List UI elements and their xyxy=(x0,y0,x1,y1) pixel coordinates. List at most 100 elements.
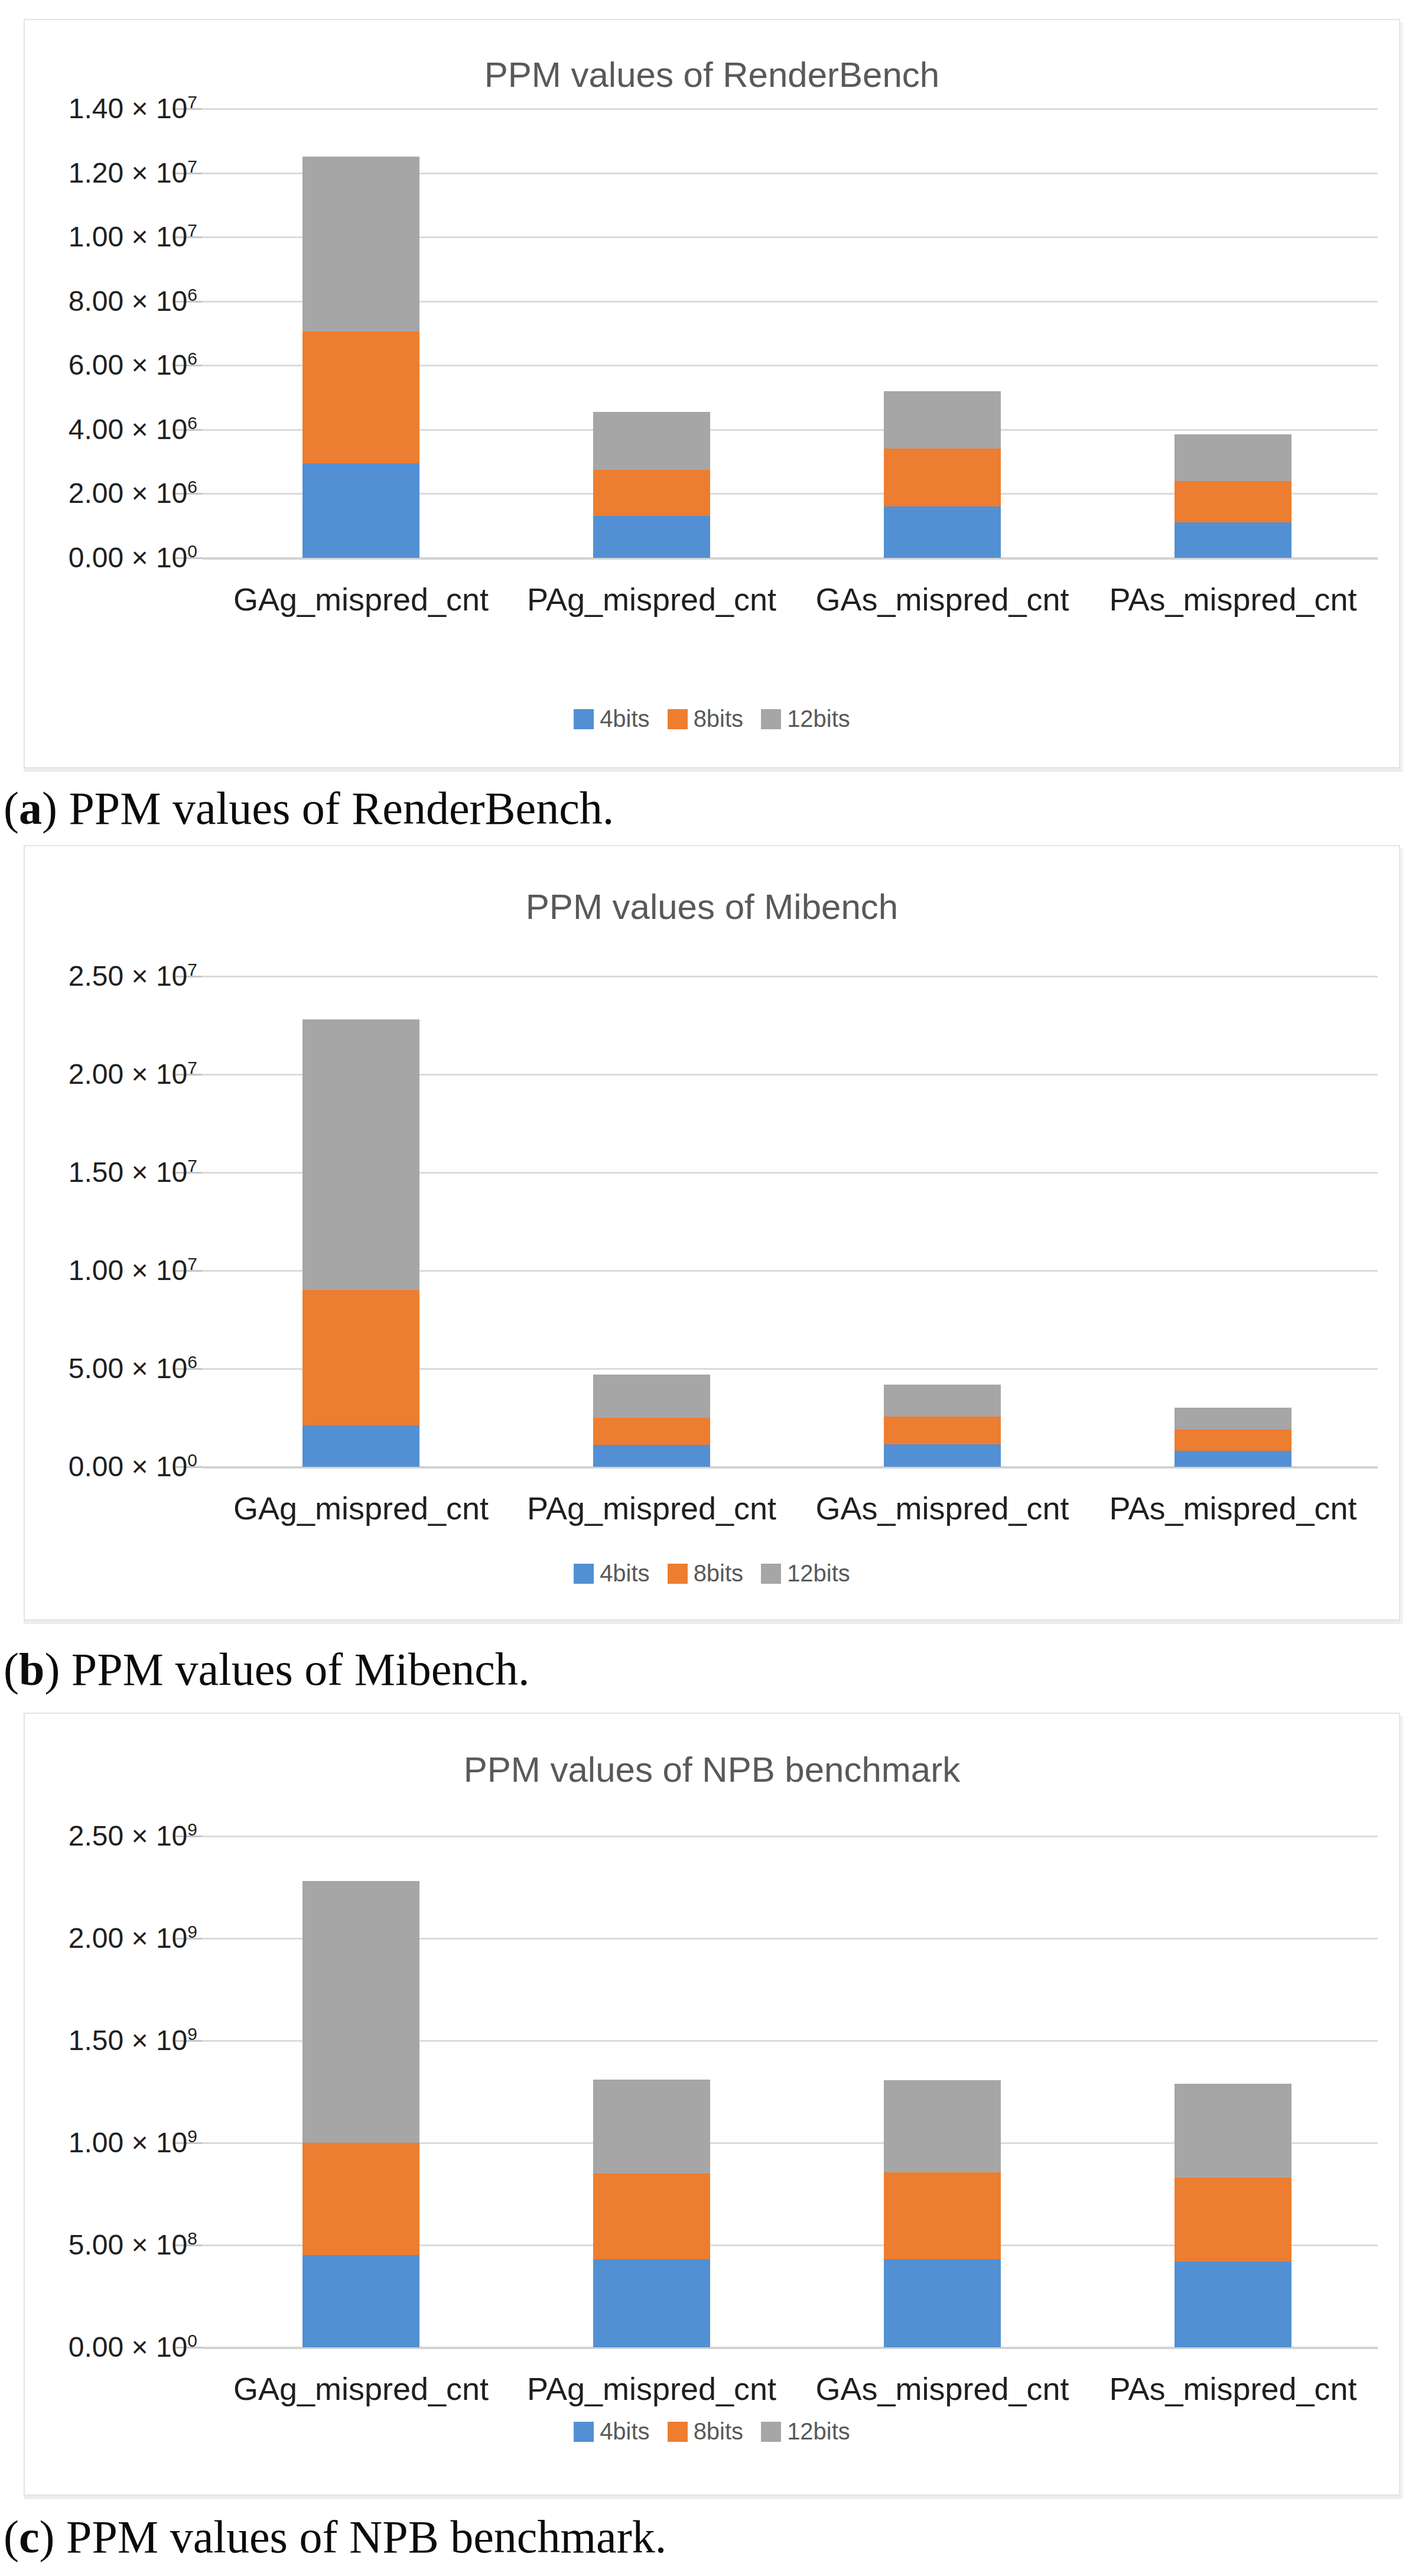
caption-text: PPM values of Mibench. xyxy=(60,1643,529,1695)
legend-item-8bits: 8bits xyxy=(668,706,744,732)
bar-segment-12bits xyxy=(593,412,710,470)
gridline xyxy=(202,1836,1378,1837)
caption-paren-open: ( xyxy=(4,2511,19,2562)
legend-item-8bits: 8bits xyxy=(668,2418,744,2445)
legend-label: 8bits xyxy=(694,1560,744,1587)
x-axis-label: GAg_mispred_cnt xyxy=(216,2370,506,2408)
bar-segment-8bits xyxy=(593,2174,710,2259)
legend-label: 4bits xyxy=(600,2418,650,2445)
chart-title: PPM values of RenderBench xyxy=(25,54,1399,95)
y-axis-tick-label: 0.00 × 100 xyxy=(37,1449,197,1484)
gridline xyxy=(202,108,1378,110)
chart-legend: 4bits 8bits 12bits xyxy=(25,1560,1399,1587)
bar-segment-12bits xyxy=(1175,2084,1291,2178)
bar-segment-4bits xyxy=(884,2259,1001,2347)
bar-segment-12bits xyxy=(593,1375,710,1418)
bar-segment-4bits xyxy=(1175,2262,1291,2347)
x-axis-label: GAs_mispred_cnt xyxy=(797,2370,1088,2408)
legend-item-12bits: 12bits xyxy=(761,1560,850,1587)
legend-item-8bits: 8bits xyxy=(668,1560,744,1587)
x-axis-label: GAs_mispred_cnt xyxy=(797,1489,1088,1527)
legend-swatch-icon xyxy=(761,2422,781,2442)
legend-swatch-icon xyxy=(668,709,688,729)
legend-item-4bits: 4bits xyxy=(574,706,650,732)
y-axis-tick-label: 4.00 × 106 xyxy=(37,412,197,447)
bar-segment-8bits xyxy=(884,2172,1001,2259)
y-axis-tick-label: 1.40 × 107 xyxy=(37,91,197,126)
y-axis-tick-label: 2.50 × 107 xyxy=(37,959,197,994)
x-axis-label: PAg_mispred_cnt xyxy=(506,2370,797,2408)
x-axis-label: PAs_mispred_cnt xyxy=(1088,1489,1378,1527)
bar-segment-12bits xyxy=(884,2080,1001,2172)
bar-segment-8bits xyxy=(884,1417,1001,1444)
figure-caption-a: (a) PPM values of RenderBench. xyxy=(4,779,614,838)
chart-legend: 4bits 8bits 12bits xyxy=(25,706,1399,732)
y-axis-tick-label: 0.00 × 100 xyxy=(37,2330,197,2365)
bar-segment-12bits xyxy=(1175,434,1291,481)
y-axis-tick-label: 1.50 × 107 xyxy=(37,1155,197,1190)
legend-swatch-icon xyxy=(574,1564,594,1584)
bar-segment-12bits xyxy=(302,1019,419,1290)
legend-label: 4bits xyxy=(600,1560,650,1587)
caption-text: PPM values of NPB benchmark. xyxy=(55,2511,667,2562)
bar-segment-4bits xyxy=(302,2255,419,2347)
chart-legend: 4bits 8bits 12bits xyxy=(25,2418,1399,2445)
bar-segment-4bits xyxy=(593,2259,710,2347)
legend-swatch-icon xyxy=(574,709,594,729)
legend-label: 4bits xyxy=(600,706,650,732)
caption-letter: c xyxy=(19,2511,40,2562)
bar-segment-8bits xyxy=(593,1418,710,1445)
figure-caption-b: (b) PPM values of Mibench. xyxy=(4,1640,529,1699)
chart-panel-npb: PPM values of NPB benchmark 4bits 8bits 12… xyxy=(24,1713,1400,2496)
legend-item-4bits: 4bits xyxy=(574,2418,650,2445)
y-axis-tick-label: 6.00 × 106 xyxy=(37,347,197,383)
bar-segment-8bits xyxy=(593,470,710,517)
bar-segment-8bits xyxy=(302,2143,419,2255)
bar-segment-8bits xyxy=(1175,1430,1291,1451)
caption-letter: b xyxy=(19,1643,44,1695)
legend-swatch-icon xyxy=(761,1564,781,1584)
y-axis-tick-label: 1.00 × 107 xyxy=(37,1253,197,1288)
bar-segment-12bits xyxy=(884,1385,1001,1417)
y-axis-tick-label: 2.50 × 109 xyxy=(37,1818,197,1854)
bar-segment-4bits xyxy=(1175,522,1291,558)
caption-paren-close: ) xyxy=(44,1643,60,1695)
legend-item-12bits: 12bits xyxy=(761,2418,850,2445)
caption-text: PPM values of RenderBench. xyxy=(57,782,614,834)
bar-segment-8bits xyxy=(302,1290,419,1425)
bar-segment-4bits xyxy=(1175,1451,1291,1467)
chart-panel-renderbench: PPM values of RenderBench 4bits 8bits 12bi… xyxy=(24,19,1400,768)
y-axis-tick-label: 1.00 × 107 xyxy=(37,219,197,255)
legend-label: 8bits xyxy=(694,706,744,732)
chart-title: PPM values of Mibench xyxy=(25,886,1399,927)
legend-label: 12bits xyxy=(787,2418,850,2445)
y-axis-tick-label: 2.00 × 106 xyxy=(37,476,197,511)
bar-segment-4bits xyxy=(884,1444,1001,1467)
legend-swatch-icon xyxy=(668,2422,688,2442)
bar-segment-8bits xyxy=(884,449,1001,506)
legend-label: 12bits xyxy=(787,706,850,732)
bar-segment-12bits xyxy=(884,391,1001,449)
legend-item-4bits: 4bits xyxy=(574,1560,650,1587)
caption-paren-open: ( xyxy=(4,1643,19,1695)
x-axis-label: PAg_mispred_cnt xyxy=(506,1489,797,1527)
y-axis-tick-label: 1.00 × 109 xyxy=(37,2125,197,2161)
bar-segment-4bits xyxy=(593,516,710,558)
chart-panel-mibench: PPM values of Mibench 4bits 8bits 12bits 0… xyxy=(24,845,1400,1620)
x-axis-label: PAs_mispred_cnt xyxy=(1088,580,1378,618)
bar-segment-4bits xyxy=(302,463,419,558)
chart-title: PPM values of NPB benchmark xyxy=(25,1749,1399,1790)
legend-swatch-icon xyxy=(668,1564,688,1584)
caption-paren-close: ) xyxy=(40,2511,55,2562)
y-axis-tick-label: 8.00 × 106 xyxy=(37,284,197,319)
bar-segment-12bits xyxy=(1175,1408,1291,1430)
x-axis-label: GAg_mispred_cnt xyxy=(216,1489,506,1527)
bar-segment-8bits xyxy=(1175,481,1291,523)
y-axis-tick-label: 2.00 × 109 xyxy=(37,1921,197,1956)
x-axis-label: PAs_mispred_cnt xyxy=(1088,2370,1378,2408)
y-axis-tick-label: 1.20 × 107 xyxy=(37,155,197,191)
y-axis-tick-label: 2.00 × 107 xyxy=(37,1057,197,1092)
x-axis-label: PAg_mispred_cnt xyxy=(506,580,797,618)
y-axis-tick-label: 5.00 × 108 xyxy=(37,2227,197,2263)
caption-paren-close: ) xyxy=(42,782,57,834)
